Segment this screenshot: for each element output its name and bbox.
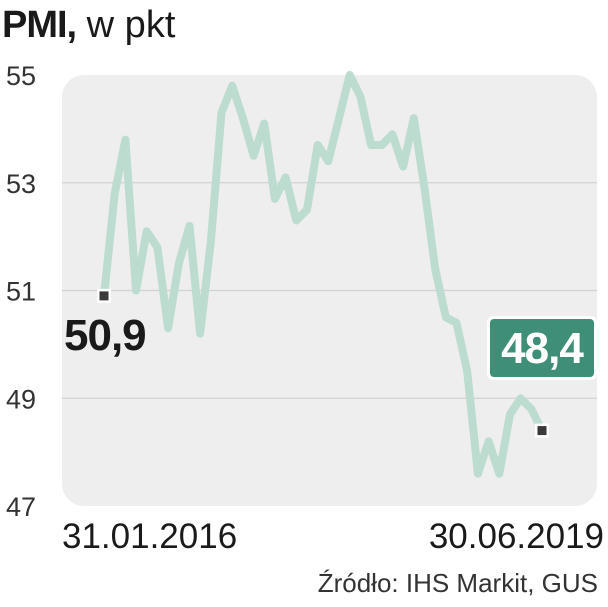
start-marker — [99, 291, 109, 301]
y-tick-label: 47 — [6, 492, 36, 522]
pmi-series-line — [100, 71, 546, 478]
x-start-label: 31.01.2016 — [62, 517, 237, 556]
y-tick-label: 49 — [6, 384, 36, 414]
x-end-label: 30.06.2019 — [429, 517, 604, 556]
end-value-label: 48,4 — [501, 324, 584, 373]
end-badge — [490, 319, 594, 377]
start-value-label: 50,9 — [64, 311, 146, 360]
y-tick-label: 53 — [6, 169, 36, 199]
source-note: Źródło: IHS Markit, GUS — [317, 568, 598, 598]
y-tick-label: 55 — [6, 61, 36, 91]
y-tick-label: 51 — [6, 277, 36, 307]
end-marker — [537, 426, 547, 436]
title-bold: PMI, — [2, 4, 77, 46]
title-unit: w pkt — [76, 4, 176, 46]
chart-title: PMI, w pkt — [2, 2, 175, 48]
